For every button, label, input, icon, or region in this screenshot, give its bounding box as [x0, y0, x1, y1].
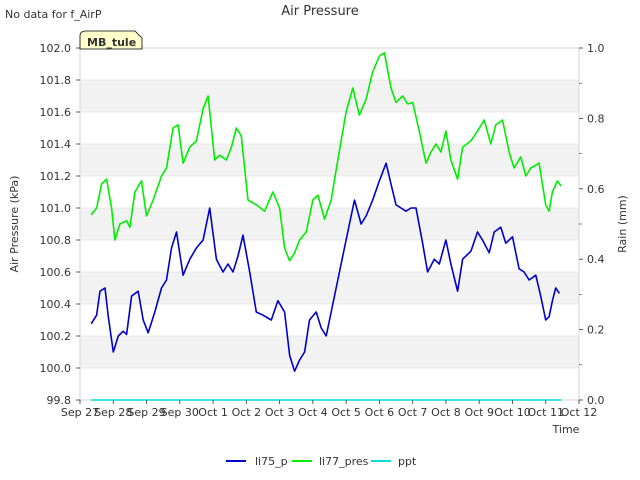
x-tick-label: Sep 29 — [127, 406, 165, 419]
y-tick-label: 100.8 — [40, 234, 72, 247]
y-tick-label: 100.6 — [40, 266, 72, 279]
x-axis-label: Time — [552, 423, 580, 436]
site-badge-label: MB_tule — [87, 36, 136, 49]
series-layer — [90, 51, 562, 401]
x-tick-label: Oct 3 — [265, 406, 295, 419]
x-tick-label: Oct 6 — [365, 406, 395, 419]
legend-label-ppt: ppt — [398, 455, 417, 468]
legend-item-ppt: ppt — [371, 455, 417, 468]
background-band — [80, 80, 579, 112]
x-tick-label: Oct 12 — [561, 406, 598, 419]
y-tick-label: 101.6 — [40, 106, 72, 119]
x-tick-label: Oct 4 — [298, 406, 328, 419]
x-tick-label: Sep 30 — [161, 406, 199, 419]
y2-axis-label: Rain (mm) — [616, 195, 629, 253]
y2-tick-label: 0.2 — [587, 324, 605, 337]
legend-label-li77_pres: li77_pres — [319, 455, 369, 468]
legend-item-li77_pres: li77_pres — [292, 455, 369, 468]
site-badge: MB_tule — [79, 30, 143, 50]
y2-tick-label: 1.0 — [587, 42, 605, 55]
y-tick-label: 100.0 — [40, 362, 72, 375]
background-band — [80, 144, 579, 176]
x-tick-label: Oct 11 — [527, 406, 564, 419]
x-tick-label: Oct 8 — [431, 406, 461, 419]
x-tick-label: Sep 28 — [94, 406, 132, 419]
y-tick-label: 101.4 — [40, 138, 72, 151]
x-tick-label: Oct 9 — [464, 406, 494, 419]
legend-label-li75_p: li75_p — [255, 455, 288, 468]
y-tick-label: 101.2 — [40, 170, 72, 183]
y2-axis-ticks: 0.0 0.2 0.4 0.6 0.8 1.0 — [579, 42, 605, 407]
series-line-li77_pres — [90, 51, 562, 262]
y-tick-label: 100.2 — [40, 330, 72, 343]
y2-tick-label: 0.8 — [587, 112, 605, 125]
background-band — [80, 208, 579, 240]
plot-background-bands — [80, 80, 579, 368]
no-data-note: No data for f_AirP — [5, 8, 102, 21]
legend: li75_p li77_pres ppt — [226, 455, 417, 468]
background-band — [80, 336, 579, 368]
y2-tick-label: 0.6 — [587, 183, 605, 196]
background-band — [80, 272, 579, 304]
legend-item-li75_p: li75_p — [226, 455, 288, 468]
y-axis-ticks: 99.8 100.0 100.2 100.4 100.6 100.8 101.0 101.2 1… — [40, 42, 80, 407]
x-tick-label: Oct 10 — [494, 406, 531, 419]
x-tick-label: Sep 27 — [61, 406, 99, 419]
x-tick-label: Oct 7 — [398, 406, 428, 419]
y-tick-label: 101.8 — [40, 74, 72, 87]
y-tick-label: 101.0 — [40, 202, 72, 215]
y-tick-label: 100.4 — [40, 298, 72, 311]
x-tick-label: Oct 2 — [232, 406, 262, 419]
y-tick-label: 99.8 — [47, 394, 72, 407]
site-badge-box — [79, 30, 143, 50]
y-axis-label: Air Pressure (kPa) — [8, 176, 21, 273]
y2-tick-label: 0.4 — [587, 253, 605, 266]
y-tick-label: 102.0 — [40, 42, 72, 55]
x-tick-label: Oct 1 — [198, 406, 228, 419]
series-line-li75_p — [90, 162, 560, 373]
x-tick-label: Oct 5 — [331, 406, 361, 419]
y2-tick-label: 0.0 — [587, 394, 605, 407]
chart-title: Air Pressure — [281, 4, 359, 19]
